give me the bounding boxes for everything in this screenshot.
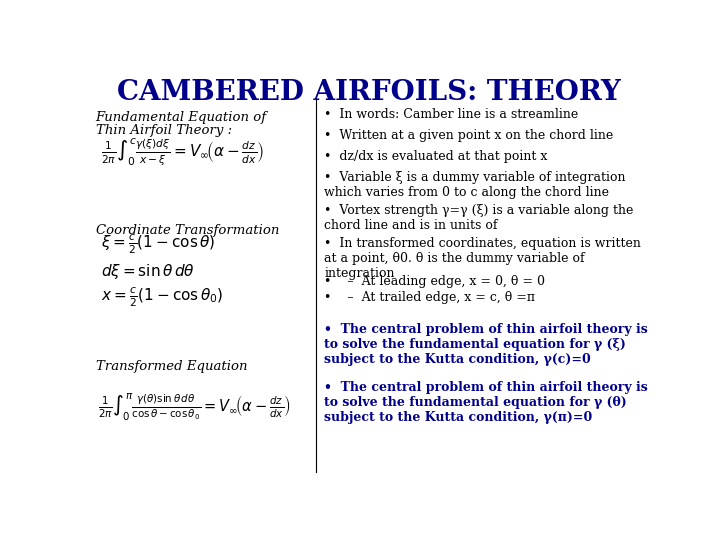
Text: CAMBERED AIRFOILS: THEORY: CAMBERED AIRFOILS: THEORY	[117, 79, 621, 106]
Text: $x = \frac{c}{2}\left(1-\cos\theta_0\right)$: $x = \frac{c}{2}\left(1-\cos\theta_0\rig…	[101, 286, 224, 309]
Text: Coordinate Transformation: Coordinate Transformation	[96, 224, 279, 237]
Text: $\frac{1}{2\pi}\int_0^c \frac{\gamma(\xi)d\xi}{x-\xi} = V_\infty\!\left(\alpha -: $\frac{1}{2\pi}\int_0^c \frac{\gamma(\xi…	[101, 137, 264, 168]
Text: •  In words: Camber line is a streamline: • In words: Camber line is a streamline	[324, 109, 579, 122]
Text: $\frac{1}{2\pi}\int_0^\pi \frac{\gamma(\theta)\sin\theta\, d\theta}{\cos\theta -: $\frac{1}{2\pi}\int_0^\pi \frac{\gamma(\…	[99, 392, 292, 423]
Text: •  The central problem of thin airfoil theory is
to solve the fundamental equati: • The central problem of thin airfoil th…	[324, 322, 648, 366]
Text: •    –  At trailed edge, x = c, θ =π: • – At trailed edge, x = c, θ =π	[324, 292, 536, 305]
Text: Transformed Equation: Transformed Equation	[96, 360, 247, 373]
Text: •  Vortex strength γ=γ (ξ) is a variable along the
chord line and is in units of: • Vortex strength γ=γ (ξ) is a variable …	[324, 204, 634, 232]
Text: •  The central problem of thin airfoil theory is
to solve the fundamental equati: • The central problem of thin airfoil th…	[324, 381, 648, 424]
Text: $\xi = \frac{c}{2}\left(1-\cos\theta\right)$: $\xi = \frac{c}{2}\left(1-\cos\theta\rig…	[101, 233, 215, 256]
Text: •    –  At leading edge, x = 0, θ = 0: • – At leading edge, x = 0, θ = 0	[324, 275, 545, 288]
Text: $d\xi = \sin\theta\, d\theta$: $d\xi = \sin\theta\, d\theta$	[101, 262, 195, 281]
Text: •  In transformed coordinates, equation is written
at a point, θ0. θ is the dumm: • In transformed coordinates, equation i…	[324, 238, 642, 280]
Text: Thin Airfoil Theory :: Thin Airfoil Theory :	[96, 124, 232, 137]
Text: •  Variable ξ is a dummy variable of integration
which varies from 0 to c along : • Variable ξ is a dummy variable of inte…	[324, 171, 626, 199]
Text: Fundamental Equation of: Fundamental Equation of	[96, 111, 266, 124]
Text: •  Written at a given point x on the chord line: • Written at a given point x on the chor…	[324, 129, 613, 142]
Text: •  dz/dx is evaluated at that point x: • dz/dx is evaluated at that point x	[324, 150, 548, 163]
